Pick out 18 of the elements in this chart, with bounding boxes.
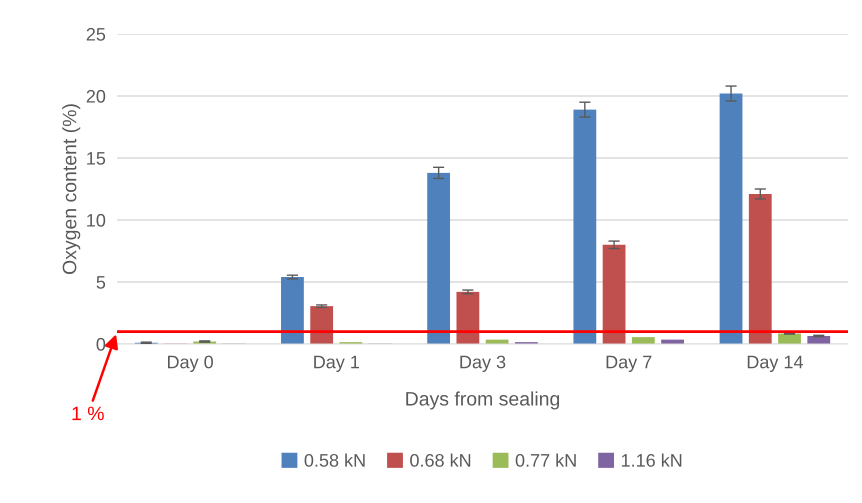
legend-label: 0.68 kN: [410, 454, 470, 467]
legend-label: 0.77 kN: [516, 454, 576, 467]
legend-label: 1.16 kN: [622, 454, 682, 467]
x-tick-label: Day 14: [748, 356, 803, 372]
y-tick-label: 15: [87, 152, 106, 165]
x-tick-label: Day 7: [606, 356, 652, 372]
y-tick-label: 5: [96, 276, 106, 289]
y-axis-title: Oxygen content (%): [62, 104, 80, 274]
x-tick-label: Day 3: [460, 356, 506, 372]
y-tick-label: 20: [86, 90, 106, 103]
x-tick-label: Day 1: [314, 356, 360, 372]
y-tick-label: 25: [86, 28, 106, 41]
y-tick-label: 10: [87, 214, 106, 227]
x-tick-label: Day 0: [168, 356, 213, 372]
x-axis-title: Days from sealing: [406, 391, 560, 410]
legend-label: 0.58 kN: [304, 454, 365, 467]
ref-line-label: 1 %: [72, 406, 104, 420]
y-tick-label: 0: [96, 338, 106, 351]
